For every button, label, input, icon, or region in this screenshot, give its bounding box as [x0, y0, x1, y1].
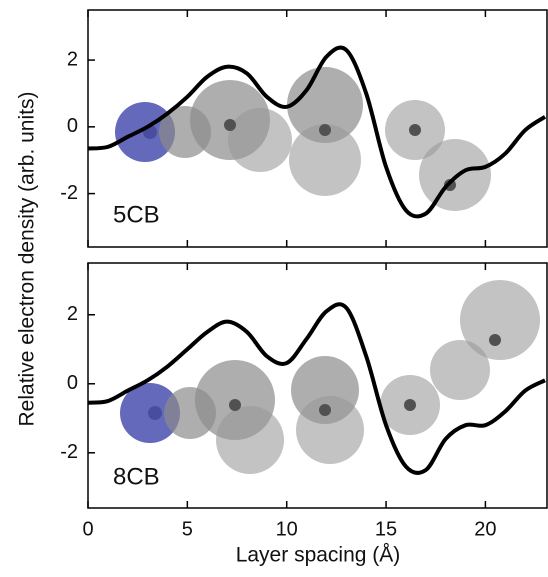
axes-frame	[87, 9, 548, 248]
y-tick-label: 2	[67, 48, 78, 70]
y-tick-label: 0	[67, 372, 78, 394]
x-tick-label: 0	[82, 518, 93, 540]
y-tick-label: -2	[60, 441, 78, 463]
plot-area	[88, 45, 547, 219]
x-tick-label: 15	[375, 518, 397, 540]
molecule-5cb	[115, 67, 491, 211]
panel-label: 5CB	[113, 201, 160, 228]
molecule-8cb	[120, 280, 540, 474]
x-tick-label: 20	[474, 518, 496, 540]
density-line	[88, 302, 546, 475]
y-tick-label: 2	[67, 303, 78, 325]
axes-frame	[87, 262, 548, 509]
panel-label: 8CB	[113, 463, 160, 490]
x-tick-label: 10	[276, 518, 298, 540]
y-tick-label: -2	[60, 182, 78, 204]
y-axis-label: Relative electron density (arb. units)	[16, 92, 39, 427]
x-tick-label: 5	[182, 518, 193, 540]
y-tick-label: 0	[67, 115, 78, 137]
density-line	[88, 45, 547, 219]
x-axis-label: Layer spacing (Å)	[236, 544, 401, 567]
plot-area	[88, 302, 546, 475]
